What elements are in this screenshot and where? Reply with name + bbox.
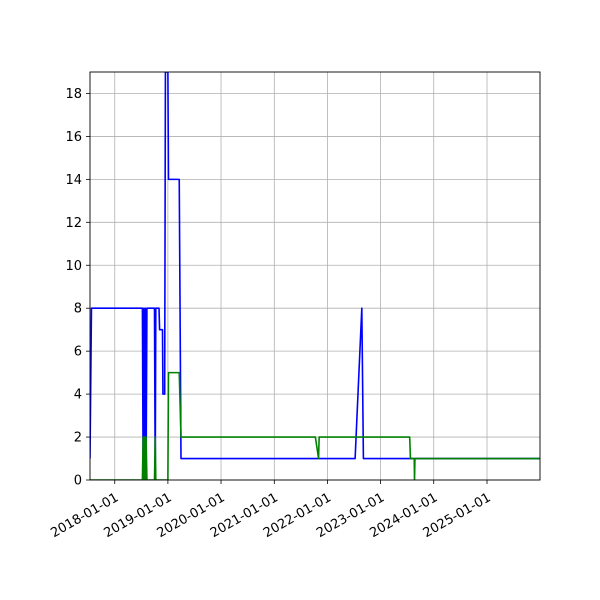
plot-frame (89, 71, 541, 481)
y-tick-label: 2 (74, 431, 82, 446)
y-tick-label: 4 (74, 388, 82, 403)
y-tick-label: 6 (74, 345, 82, 360)
y-tick-label: 0 (74, 474, 82, 489)
series-line-2 (90, 371, 540, 480)
y-tick-label: 12 (65, 216, 82, 231)
axes (89, 71, 541, 481)
y-tick-label: 16 (65, 130, 82, 145)
series-group (90, 72, 540, 480)
y-axis-ticks: 0 2 4 6 8 10 12 14 16 18 (65, 87, 90, 489)
y-tick-label: 14 (65, 173, 82, 188)
y-tick-label: 10 (65, 259, 82, 274)
x-axis-ticks: 2018-01-012019-01-012020-01-012021-01-01… (48, 480, 494, 541)
y-tick-label: 18 (65, 87, 82, 102)
series-line-1 (90, 72, 540, 480)
y-tick-label: 8 (74, 302, 82, 317)
grid (90, 72, 540, 481)
